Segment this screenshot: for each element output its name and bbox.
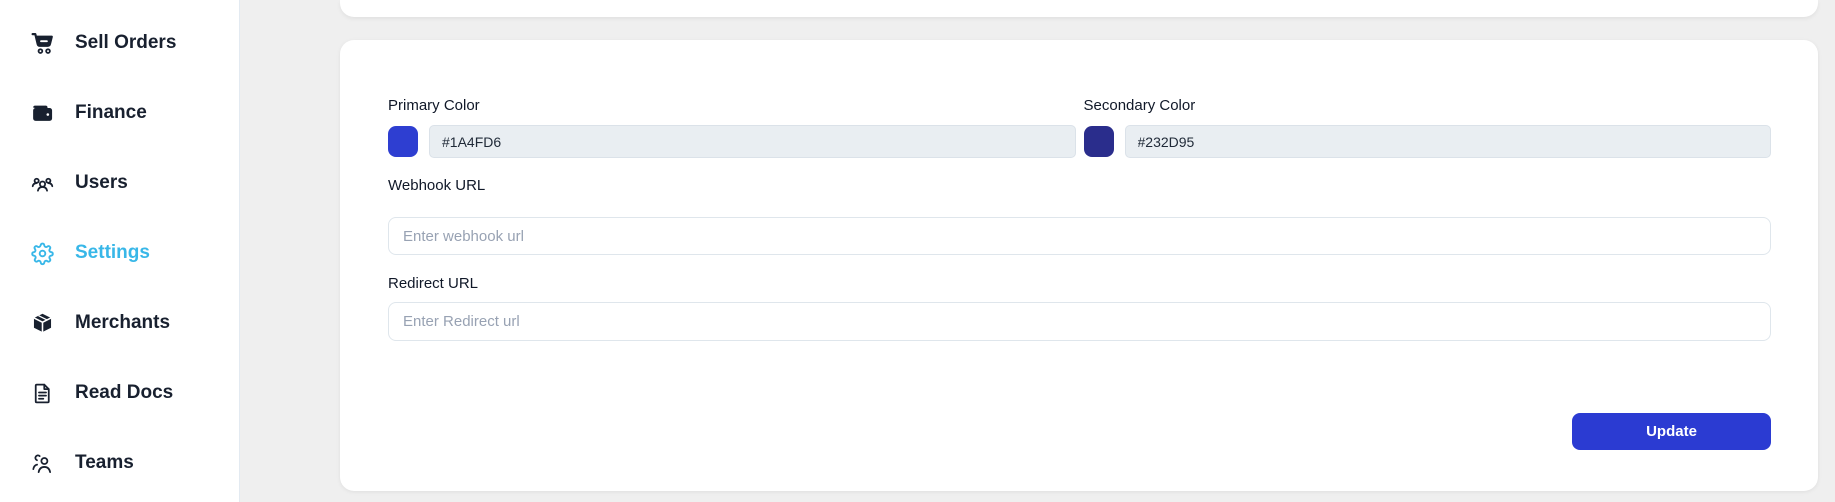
primary-color-label: Primary Color [388, 97, 480, 114]
sidebar-item-merchants[interactable]: Merchants [0, 288, 239, 358]
sidebar-item-label: Merchants [75, 312, 171, 333]
previous-card-edge [340, 0, 1818, 17]
color-fields-row: Primary Color Secondary Color [388, 97, 1771, 158]
sidebar-item-label: Teams [75, 452, 134, 473]
secondary-color-input[interactable] [1124, 125, 1771, 158]
document-icon [30, 381, 55, 406]
users-icon [30, 171, 55, 196]
sidebar-item-settings[interactable]: Settings [0, 218, 239, 288]
primary-color-input[interactable] [429, 125, 1076, 158]
sidebar-item-label: Settings [75, 242, 150, 263]
redirect-url-label: Redirect URL [388, 275, 479, 292]
sidebar: Sell Orders Finance [0, 0, 240, 502]
wallet-icon [30, 101, 55, 126]
webhook-url-label: Webhook URL [388, 177, 486, 194]
redirect-url-input[interactable] [388, 302, 1771, 341]
cart-icon [30, 31, 55, 56]
sidebar-nav: Sell Orders Finance [0, 8, 239, 498]
sidebar-item-label: Users [75, 172, 128, 193]
sidebar-item-users[interactable]: Users [0, 148, 239, 218]
gear-icon [30, 241, 55, 266]
settings-card: Primary Color Secondary Color Webhook UR… [340, 40, 1818, 491]
sidebar-item-teams[interactable]: Teams [0, 428, 239, 498]
secondary-color-field: Secondary Color [1083, 97, 1771, 158]
cube-icon [30, 311, 55, 336]
secondary-color-label: Secondary Color [1083, 97, 1196, 114]
button-row: Update [388, 413, 1771, 450]
sidebar-item-finance[interactable]: Finance [0, 78, 239, 148]
primary-color-swatch[interactable] [388, 126, 418, 157]
secondary-color-swatch[interactable] [1083, 126, 1114, 157]
sidebar-item-label: Sell Orders [75, 32, 177, 53]
primary-color-field: Primary Color [388, 97, 1076, 158]
webhook-url-input[interactable] [388, 217, 1771, 255]
sidebar-item-read-docs[interactable]: Read Docs [0, 358, 239, 428]
update-button[interactable]: Update [1572, 413, 1771, 450]
sidebar-item-label: Finance [75, 102, 147, 123]
sidebar-item-sell-orders[interactable]: Sell Orders [0, 8, 239, 78]
sidebar-item-label: Read Docs [75, 382, 174, 403]
team-icon [30, 451, 55, 476]
